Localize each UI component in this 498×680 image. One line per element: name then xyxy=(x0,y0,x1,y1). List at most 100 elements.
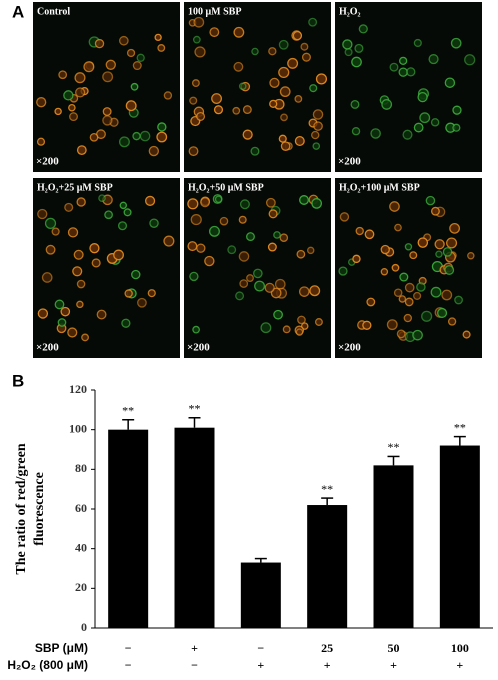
cell xyxy=(352,254,361,264)
cell xyxy=(342,39,353,50)
cell xyxy=(187,198,199,210)
cell xyxy=(312,142,321,150)
cell xyxy=(267,242,277,252)
cell xyxy=(434,239,445,250)
y-tick-label: 100 xyxy=(69,421,87,435)
cell xyxy=(76,197,86,207)
panel-title: H₂O₂ xyxy=(339,6,361,17)
cell xyxy=(398,295,407,303)
cell xyxy=(105,59,116,70)
cell xyxy=(425,195,436,206)
cell xyxy=(370,128,381,139)
cell xyxy=(149,218,159,228)
cell xyxy=(157,44,166,52)
cell xyxy=(148,145,160,157)
cell xyxy=(193,16,205,28)
cell xyxy=(344,48,353,57)
cell xyxy=(188,146,199,157)
significance: ** xyxy=(189,402,201,416)
cell xyxy=(130,82,139,91)
cell xyxy=(309,84,318,93)
cell xyxy=(364,229,375,240)
cell xyxy=(232,106,241,115)
condition-cell: + xyxy=(257,658,264,672)
cell xyxy=(254,280,266,292)
cell xyxy=(308,17,318,27)
cell xyxy=(73,249,84,260)
cell xyxy=(404,243,413,251)
cell xyxy=(37,208,48,220)
bar xyxy=(373,465,414,628)
cell xyxy=(467,252,475,260)
cell xyxy=(312,109,324,120)
micrograph xyxy=(33,2,180,172)
cell xyxy=(366,297,376,307)
cell xyxy=(269,77,280,88)
cell xyxy=(204,255,215,267)
cell xyxy=(381,99,393,110)
condition-label: H₂O₂ (800 μM) xyxy=(7,658,88,672)
cell xyxy=(260,322,272,334)
cell xyxy=(246,274,254,282)
cell xyxy=(238,215,247,224)
cell xyxy=(192,35,201,44)
cell xyxy=(441,289,453,301)
y-tick-label: 60 xyxy=(75,501,87,515)
cell xyxy=(314,318,323,326)
cell xyxy=(104,210,113,220)
cell xyxy=(156,131,168,143)
cell xyxy=(393,288,403,298)
cell xyxy=(246,232,255,242)
cell xyxy=(396,329,406,339)
cell xyxy=(338,266,348,276)
cell xyxy=(136,53,145,62)
cell xyxy=(279,86,291,98)
cell xyxy=(287,57,299,69)
cell xyxy=(350,99,360,109)
condition-cell: − xyxy=(125,641,132,655)
significance: ** xyxy=(321,482,333,496)
cell xyxy=(119,35,129,46)
cell xyxy=(268,47,277,56)
cell xyxy=(269,99,278,108)
cell xyxy=(163,91,173,100)
cell xyxy=(83,61,95,73)
cell xyxy=(430,118,440,127)
cell xyxy=(91,258,101,268)
cell xyxy=(311,130,320,140)
cell xyxy=(76,145,87,156)
condition-cell: − xyxy=(257,641,264,655)
bar xyxy=(108,429,149,628)
cell xyxy=(192,325,200,334)
cell xyxy=(380,244,390,255)
y-tick-label: 80 xyxy=(75,461,87,475)
cell xyxy=(189,271,199,282)
cell xyxy=(297,315,306,325)
cell xyxy=(132,131,141,141)
cell xyxy=(404,297,414,307)
y-axis-label: fluorescence xyxy=(32,472,47,546)
cell xyxy=(163,235,175,247)
cell xyxy=(191,79,200,88)
cell xyxy=(89,132,99,142)
cell xyxy=(54,107,62,116)
cell xyxy=(307,246,315,255)
cell xyxy=(58,70,68,80)
cell xyxy=(239,199,250,210)
cell xyxy=(233,61,244,72)
cell xyxy=(45,244,56,255)
cell xyxy=(386,319,398,331)
cell xyxy=(196,243,206,253)
cell xyxy=(296,249,306,259)
cell xyxy=(278,66,290,79)
cell xyxy=(113,249,124,261)
micrograph xyxy=(184,2,331,172)
cell xyxy=(264,282,275,293)
cell xyxy=(273,231,281,239)
cell xyxy=(389,201,400,212)
cell xyxy=(41,272,53,283)
cell xyxy=(72,266,83,277)
cell xyxy=(311,198,323,209)
cell xyxy=(60,306,71,317)
